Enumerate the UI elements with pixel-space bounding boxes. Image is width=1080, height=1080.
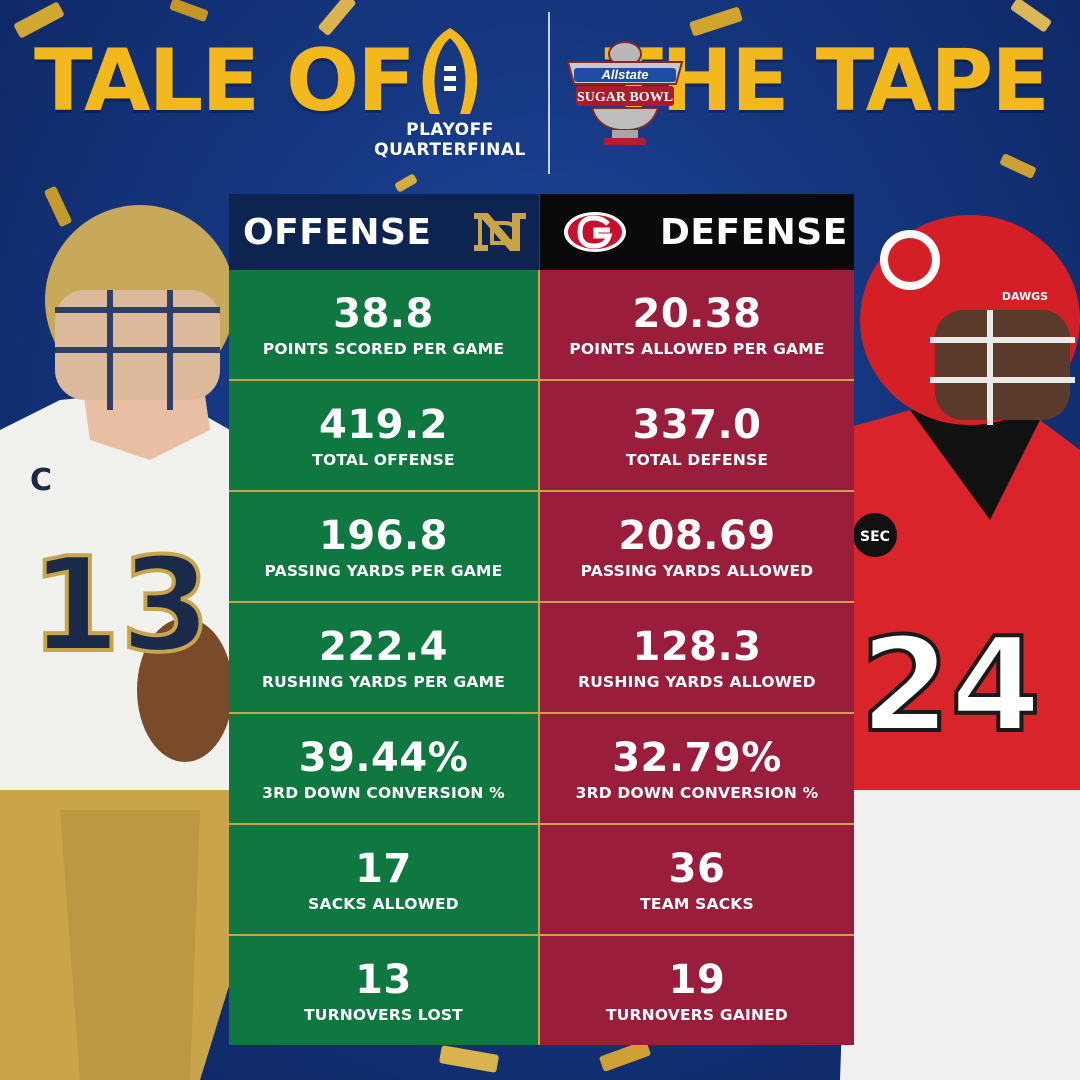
offense-stat-value: 419.2 xyxy=(318,401,449,448)
left-captain-patch: C xyxy=(30,463,52,498)
allstate-logo-text: Allstate xyxy=(601,67,649,82)
defense-stat-label: RUSHING YARDS ALLOWED xyxy=(578,672,816,691)
defense-stat-label: PASSING YARDS ALLOWED xyxy=(580,561,814,580)
defense-stat-label: TURNOVERS GAINED xyxy=(605,1005,789,1024)
offense-stat-value: 13 xyxy=(355,956,412,1003)
offense-stat-label: PASSING YARDS PER GAME xyxy=(264,561,503,580)
stat-row: 196.8 PASSING YARDS PER GAME 208.69 PASS… xyxy=(229,492,854,603)
offense-stat-label: TOTAL OFFENSE xyxy=(312,450,455,469)
offense-stat-value: 17 xyxy=(355,845,412,892)
offense-stat-label: SACKS ALLOWED xyxy=(308,894,459,913)
georgia-player-image: DAWGS SEC 24 xyxy=(840,215,1080,1080)
stat-row: 222.4 RUSHING YARDS PER GAME 128.3 RUSHI… xyxy=(229,603,854,714)
offense-stat-label: POINTS SCORED PER GAME xyxy=(262,339,505,358)
defense-stat-value: 208.69 xyxy=(618,512,776,559)
defense-stat-value: 337.0 xyxy=(632,401,762,448)
header-divider xyxy=(548,12,550,174)
defense-stat-cell: 128.3 RUSHING YARDS ALLOWED xyxy=(540,603,854,712)
offense-stat-value: 222.4 xyxy=(318,623,449,670)
defense-stat-value: 20.38 xyxy=(632,290,762,337)
offense-stat-cell: 13 TURNOVERS LOST xyxy=(229,936,540,1045)
notre-dame-logo-icon xyxy=(473,213,526,251)
offense-stat-value: 196.8 xyxy=(318,512,449,559)
offense-header: OFFENSE xyxy=(229,194,539,270)
offense-stat-value: 38.8 xyxy=(333,290,434,337)
stats-grid: 38.8 POINTS SCORED PER GAME 20.38 POINTS… xyxy=(229,270,854,1045)
defense-stat-value: 128.3 xyxy=(632,623,762,670)
left-jersey-number: 13 xyxy=(30,529,211,681)
stat-row: 13 TURNOVERS LOST 19 TURNOVERS GAINED xyxy=(229,936,854,1045)
title-left: TALE OF xyxy=(34,31,416,131)
stat-row: 39.44% 3RD DOWN CONVERSION % 32.79% 3RD … xyxy=(229,714,854,825)
defense-stat-cell: 19 TURNOVERS GAINED xyxy=(540,936,854,1045)
defense-header-label: DEFENSE xyxy=(660,211,848,253)
cfp-playoff-logo xyxy=(422,28,478,114)
cfp-label-line1: PLAYOFF xyxy=(406,120,494,140)
offense-stat-label: RUSHING YARDS PER GAME xyxy=(261,672,506,691)
cfp-label: PLAYOFF QUARTERFINAL xyxy=(362,120,538,160)
defense-stat-cell: 20.38 POINTS ALLOWED PER GAME xyxy=(540,270,854,379)
defense-stat-cell: 337.0 TOTAL DEFENSE xyxy=(540,381,854,490)
offense-stat-cell: 419.2 TOTAL OFFENSE xyxy=(229,381,540,490)
sugar-bowl-logo-text: SUGAR BOWL xyxy=(577,90,673,105)
defense-stat-cell: 208.69 PASSING YARDS ALLOWED xyxy=(540,492,854,601)
georgia-g-logo-icon xyxy=(564,212,626,252)
offense-stat-cell: 222.4 RUSHING YARDS PER GAME xyxy=(229,603,540,712)
offense-header-label: OFFENSE xyxy=(243,211,432,253)
right-conference-patch: SEC xyxy=(860,529,890,545)
right-jersey-number: 24 xyxy=(860,609,1041,761)
defense-header: DEFENSE xyxy=(540,194,854,270)
stat-row: 38.8 POINTS SCORED PER GAME 20.38 POINTS… xyxy=(229,270,854,381)
offense-stat-value: 39.44% xyxy=(298,734,469,781)
defense-stat-label: 3RD DOWN CONVERSION % xyxy=(575,783,819,802)
defense-stat-cell: 32.79% 3RD DOWN CONVERSION % xyxy=(540,714,854,823)
defense-stat-value: 19 xyxy=(668,956,726,1003)
offense-stat-cell: 196.8 PASSING YARDS PER GAME xyxy=(229,492,540,601)
offense-stat-label: 3RD DOWN CONVERSION % xyxy=(262,783,505,802)
defense-stat-cell: 36 TEAM SACKS xyxy=(540,825,854,934)
cfp-label-line2: QUARTERFINAL xyxy=(374,140,526,160)
offense-stat-cell: 39.44% 3RD DOWN CONVERSION % xyxy=(229,714,540,823)
stat-row: 419.2 TOTAL OFFENSE 337.0 TOTAL DEFENSE xyxy=(229,381,854,492)
defense-stat-label: POINTS ALLOWED PER GAME xyxy=(569,339,825,358)
defense-stat-label: TEAM SACKS xyxy=(640,894,754,913)
stat-row: 17 SACKS ALLOWED 36 TEAM SACKS xyxy=(229,825,854,936)
notre-dame-player-image: C 13 xyxy=(0,205,250,1080)
allstate-sugar-bowl-logo: Allstate SUGAR BOWL xyxy=(566,41,684,145)
defense-stat-label: TOTAL DEFENSE xyxy=(625,450,769,469)
defense-stat-value: 32.79% xyxy=(612,734,782,781)
stats-board: OFFENSE DEFENSE 38.8 POINTS SCORED PER G… xyxy=(229,194,854,1045)
offense-stat-label: TURNOVERS LOST xyxy=(304,1005,463,1024)
offense-stat-cell: 17 SACKS ALLOWED xyxy=(229,825,540,934)
right-helmet-text: DAWGS xyxy=(1002,290,1048,303)
title-right: THE TAPE xyxy=(604,31,1050,131)
defense-stat-value: 36 xyxy=(668,845,726,892)
offense-stat-cell: 38.8 POINTS SCORED PER GAME xyxy=(229,270,540,379)
